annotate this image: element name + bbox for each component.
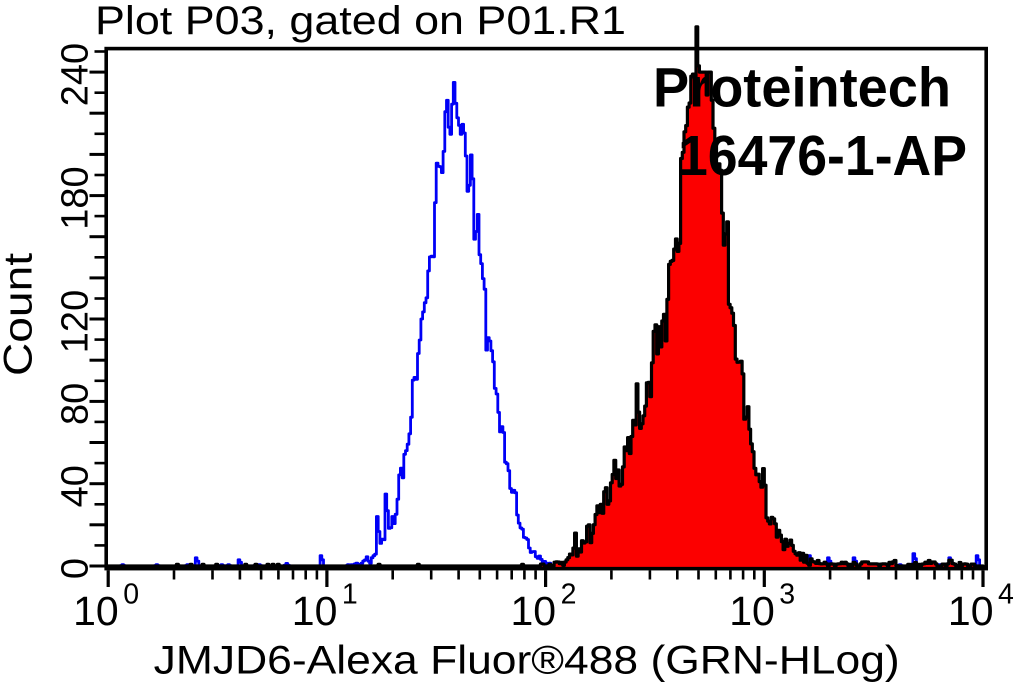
svg-text:240: 240: [55, 43, 97, 106]
svg-text:10: 10: [292, 588, 338, 634]
svg-text:0: 0: [55, 558, 97, 579]
svg-text:16476-1-AP: 16476-1-AP: [678, 124, 967, 187]
svg-text:4: 4: [998, 579, 1014, 611]
svg-text:Plot P03, gated on P01.R1: Plot P03, gated on P01.R1: [95, 0, 626, 43]
svg-text:10: 10: [729, 588, 775, 634]
svg-text:0: 0: [123, 579, 139, 611]
svg-text:Count: Count: [0, 253, 41, 376]
svg-text:120: 120: [55, 290, 97, 353]
svg-text:Proteintech: Proteintech: [653, 56, 951, 118]
svg-text:80: 80: [55, 383, 97, 425]
svg-text:1: 1: [342, 579, 358, 611]
svg-text:JMJD6-Alexa Fluor®488 (GRN-HLo: JMJD6-Alexa Fluor®488 (GRN-HLog): [154, 639, 900, 683]
svg-text:3: 3: [779, 579, 795, 611]
svg-text:40: 40: [55, 465, 97, 507]
svg-text:2: 2: [561, 579, 577, 611]
svg-text:10: 10: [510, 588, 556, 634]
svg-text:10: 10: [73, 588, 119, 634]
svg-text:180: 180: [55, 166, 97, 229]
svg-text:10: 10: [948, 588, 994, 634]
